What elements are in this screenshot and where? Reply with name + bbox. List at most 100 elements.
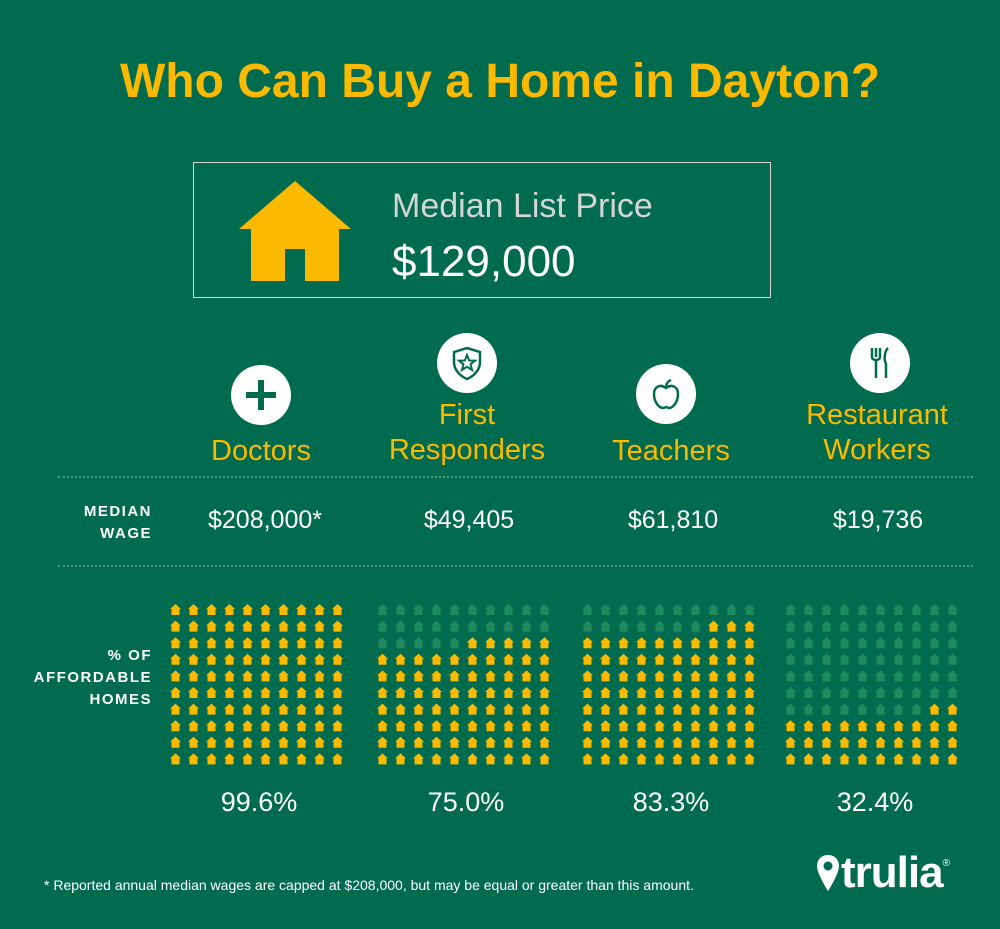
affordable-house-icon [188, 620, 199, 632]
unaffordable-house-icon [893, 703, 904, 715]
affordable-house-icon [618, 753, 629, 765]
wage-doctors: $208,000* [207, 506, 322, 534]
affordable-house-icon [582, 653, 593, 665]
affordable-house-icon [911, 736, 922, 748]
unaffordable-house-icon [690, 620, 701, 632]
affordable-house-icon [726, 670, 737, 682]
affordable-house-icon [296, 736, 307, 748]
affordable-house-icon [296, 620, 307, 632]
affordable-house-icon [929, 720, 940, 732]
unaffordable-house-icon [600, 604, 611, 615]
unaffordable-house-icon [803, 604, 814, 615]
affordable-house-icon [636, 720, 647, 732]
affordable-house-icon [857, 720, 868, 732]
unaffordable-house-icon [893, 670, 904, 682]
unaffordable-house-icon [857, 670, 868, 682]
affordable-house-icon [296, 703, 307, 715]
affordable-house-icon [170, 604, 181, 615]
affordable-house-icon [467, 637, 478, 649]
unaffordable-house-icon [803, 687, 814, 698]
affordable-house-icon [260, 604, 271, 615]
affordable-house-icon [188, 670, 199, 682]
unaffordable-house-icon [582, 604, 593, 615]
affordable-house-icon [726, 620, 737, 632]
unaffordable-house-icon [947, 653, 958, 665]
affordable-house-icon [521, 670, 532, 682]
affordable-house-icon [654, 703, 665, 715]
affordable-house-icon [242, 753, 253, 765]
affordable-house-icon [618, 736, 629, 748]
unaffordable-house-icon [449, 604, 460, 615]
affordable-house-icon [672, 670, 683, 682]
affordable-house-icon [539, 670, 550, 682]
row-label-line: HOMES [89, 691, 152, 708]
affordable-house-icon [539, 703, 550, 715]
affordable-house-icon [278, 687, 289, 698]
affordable-house-icon [911, 753, 922, 765]
affordable-house-icon [260, 687, 271, 698]
unaffordable-house-icon [875, 620, 886, 632]
page-title: Who Can Buy a Home in Dayton? [119, 55, 881, 108]
map-pin-icon [817, 855, 839, 891]
unaffordable-house-icon [467, 604, 478, 615]
unaffordable-house-icon [839, 620, 850, 632]
affordable-house-icon [188, 720, 199, 732]
unaffordable-house-icon [821, 637, 832, 649]
affordable-house-icon [314, 637, 325, 649]
affordable-house-icon [206, 687, 217, 698]
affordable-house-icon [242, 703, 253, 715]
affordable-house-icon [708, 637, 719, 649]
affordable-house-icon [296, 637, 307, 649]
affordable-house-icon [539, 687, 550, 698]
unaffordable-house-icon [521, 604, 532, 615]
affordable-house-icon [744, 620, 755, 632]
unaffordable-house-icon [636, 620, 647, 632]
affordable-house-icon [690, 736, 701, 748]
unaffordable-house-icon [785, 670, 796, 682]
unaffordable-house-icon [929, 653, 940, 665]
unaffordable-house-icon [911, 670, 922, 682]
unaffordable-house-icon [785, 620, 796, 632]
affordable-house-icon [242, 653, 253, 665]
affordable-house-icon [726, 703, 737, 715]
affordable-house-icon [206, 620, 217, 632]
affordable-house-icon [332, 653, 343, 665]
unaffordable-house-icon [582, 620, 593, 632]
affordable-house-icon [467, 736, 478, 748]
affordable-house-icon [672, 687, 683, 698]
affordable-house-icon [278, 720, 289, 732]
affordable-house-icon [332, 604, 343, 615]
affordable-house-icon [821, 753, 832, 765]
affordable-house-icon [744, 670, 755, 682]
affordable-house-icon [260, 736, 271, 748]
affordable-house-icon [654, 720, 665, 732]
unaffordable-house-icon [726, 604, 737, 615]
affordable-house-icon [260, 753, 271, 765]
unaffordable-house-icon [839, 604, 850, 615]
affordable-house-icon [278, 670, 289, 682]
affordable-house-icon [708, 620, 719, 632]
affordable-house-icon [521, 653, 532, 665]
affordable-house-icon [503, 720, 514, 732]
affordable-house-icon [413, 653, 424, 665]
unaffordable-house-icon [911, 637, 922, 649]
affordable-house-icon [413, 670, 424, 682]
affordable-house-icon [708, 753, 719, 765]
affordable-house-icon [636, 687, 647, 698]
affordable-house-icon [242, 670, 253, 682]
unaffordable-house-icon [911, 687, 922, 698]
unaffordable-house-icon [821, 653, 832, 665]
unaffordable-house-icon [395, 620, 406, 632]
affordable-house-icon [503, 687, 514, 698]
unaffordable-house-icon [857, 637, 868, 649]
affordable-house-icon [690, 653, 701, 665]
affordable-house-icon [377, 670, 388, 682]
affordable-house-icon [744, 653, 755, 665]
affordable-house-icon [857, 753, 868, 765]
unaffordable-house-icon [911, 703, 922, 715]
affordable-house-icon [875, 753, 886, 765]
affordable-house-icon [503, 736, 514, 748]
unaffordable-house-icon [803, 620, 814, 632]
affordable-house-icon [188, 753, 199, 765]
affordable-house-icon [582, 670, 593, 682]
